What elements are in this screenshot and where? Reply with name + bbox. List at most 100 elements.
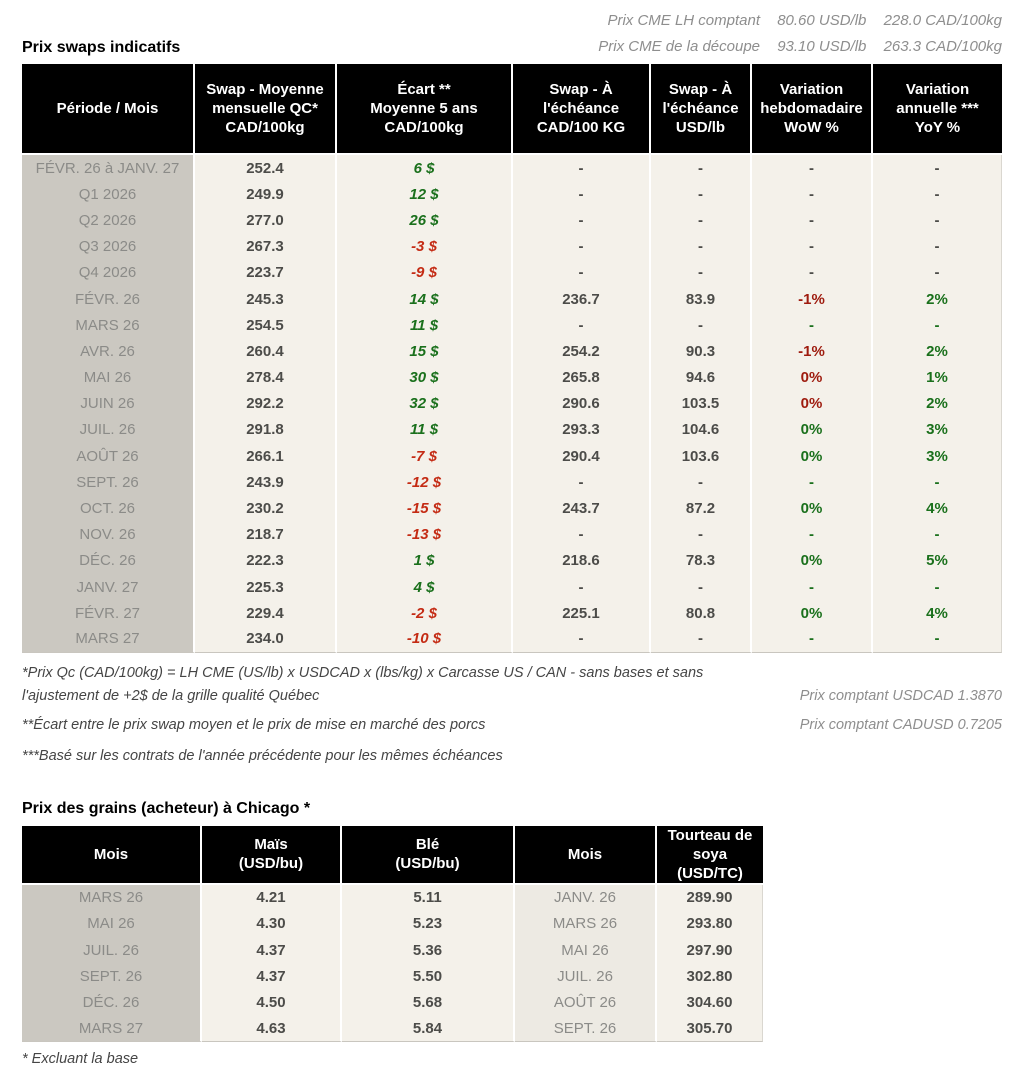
cell-month-b: JANV. 26 — [515, 884, 657, 911]
cell-month-a: MARS 26 — [22, 884, 202, 911]
cell-yoy: - — [873, 233, 1002, 260]
cell-month-b: MAI 26 — [515, 936, 657, 964]
cme-spot-cad-value: 228.0 CAD/100kg — [883, 12, 1002, 29]
cell-ecart: 11 $ — [337, 312, 513, 339]
swaps-header-period: Période / Mois — [22, 64, 195, 155]
cell-swap-avg: 267.3 — [195, 233, 337, 260]
cell-settle-usd: - — [651, 574, 752, 601]
cell-period: FÉVR. 27 — [22, 600, 195, 627]
footnote-base: ***Basé sur les contrats de l'année préc… — [22, 747, 503, 764]
cell-settle-cad: 265.8 — [513, 364, 651, 391]
swaps-table: Période / Mois Swap - Moyenne mensuelle … — [22, 64, 1002, 653]
cell-soymeal: 289.90 — [657, 884, 763, 911]
cell-yoy: 4% — [873, 600, 1002, 627]
cell-wow: - — [752, 521, 873, 548]
swaps-row: OCT. 26 230.2 -15 $243.7 87.2 0% 4% — [22, 495, 1002, 522]
cell-swap-avg: 252.4 — [195, 155, 337, 182]
cme-spot-usd-value: 80.60 USD/lb — [777, 12, 867, 29]
swaps-row: Q4 2026 223.7 -9 $ - - - - — [22, 259, 1002, 286]
cell-yoy: - — [873, 469, 1002, 496]
cell-settle-usd: 94.6 — [651, 364, 752, 391]
cell-yoy: - — [873, 181, 1002, 208]
cell-yoy: 4% — [873, 495, 1002, 522]
swaps-row: AVR. 26 260.4 15 $254.2 90.3 -1% 2% — [22, 338, 1002, 365]
cell-month-a: MAI 26 — [22, 910, 202, 937]
cell-period: Q4 2026 — [22, 259, 195, 286]
cell-settle-cad: - — [513, 233, 651, 260]
swaps-row: FÉVR. 26 à JANV. 27 252.4 6 $ - - - - — [22, 155, 1002, 182]
cell-yoy: - — [873, 155, 1002, 182]
cell-swap-avg: 225.3 — [195, 574, 337, 601]
cell-month-b: MARS 26 — [515, 910, 657, 937]
swaps-row: AOÛT 26 266.1 -7 $290.4 103.6 0% 3% — [22, 443, 1002, 470]
cme-cutout-label: Prix CME de la découpe — [598, 38, 761, 55]
swaps-row: Q3 2026 267.3 -3 $ - - - - — [22, 233, 1002, 260]
cell-settle-usd: 104.6 — [651, 416, 752, 444]
cell-ecart: -12 $ — [337, 469, 513, 496]
swaps-row: MAI 26 278.4 30 $265.8 94.6 0% 1% — [22, 364, 1002, 391]
cell-ecart: 11 $ — [337, 416, 513, 444]
footnote-prix-qc: *Prix Qc (CAD/100kg) = LH CME (US/lb) x … — [22, 664, 704, 704]
cell-settle-cad: 293.3 — [513, 416, 651, 444]
cell-yoy: 2% — [873, 285, 1002, 313]
cell-settle-cad: 290.4 — [513, 443, 651, 470]
footnote-ecart: **Écart entre le prix swap moyen et le p… — [22, 716, 486, 733]
swaps-row: MARS 27 234.0 -10 $ - - - - — [22, 626, 1002, 653]
page-title: Prix swaps indicatifs — [22, 39, 181, 56]
grains-row: SEPT. 26 4.37 5.50 JUIL. 26 302.80 — [22, 963, 763, 990]
cell-wheat: 5.36 — [342, 936, 515, 964]
cell-period: FÉVR. 26 — [22, 285, 195, 313]
fx-usdcad: Prix comptant USDCAD 1.3870 — [799, 687, 1002, 704]
cell-wow: 0% — [752, 390, 873, 417]
cell-settle-cad: 254.2 — [513, 338, 651, 365]
grains-row: MAI 26 4.30 5.23 MARS 26 293.80 — [22, 910, 763, 937]
cell-settle-usd: 78.3 — [651, 547, 752, 574]
cell-settle-usd: 83.9 — [651, 285, 752, 313]
footnote-row-2: **Écart entre le prix swap moyen et le p… — [22, 714, 1002, 737]
fx-cadusd: Prix comptant CADUSD 0.7205 — [799, 716, 1002, 733]
cell-wow: 0% — [752, 547, 873, 574]
cell-ecart: -2 $ — [337, 600, 513, 627]
cell-month-b: AOÛT 26 — [515, 989, 657, 1016]
cell-wheat: 5.50 — [342, 963, 515, 990]
cell-period: Q2 2026 — [22, 207, 195, 234]
cell-ecart: 6 $ — [337, 155, 513, 182]
swaps-header-settle-usd: Swap - À l'échéance USD/lb — [651, 64, 752, 155]
cell-ecart: 30 $ — [337, 364, 513, 391]
cell-settle-usd: 90.3 — [651, 338, 752, 365]
cell-yoy: 1% — [873, 364, 1002, 391]
cell-period: NOV. 26 — [22, 521, 195, 548]
cell-wow: - — [752, 626, 873, 653]
cell-settle-cad: 290.6 — [513, 390, 651, 417]
cell-settle-cad: 218.6 — [513, 547, 651, 574]
cell-settle-cad: - — [513, 155, 651, 182]
cell-swap-avg: 230.2 — [195, 495, 337, 522]
cell-yoy: 3% — [873, 443, 1002, 470]
cell-ecart: 32 $ — [337, 390, 513, 417]
cell-yoy: - — [873, 521, 1002, 548]
cell-period: AVR. 26 — [22, 338, 195, 365]
cell-settle-usd: - — [651, 521, 752, 548]
cell-settle-cad: - — [513, 626, 651, 653]
swaps-row: Q1 2026 249.9 12 $ - - - - — [22, 181, 1002, 208]
cell-swap-avg: 291.8 — [195, 416, 337, 444]
swaps-row: NOV. 26 218.7 -13 $ - - - - — [22, 521, 1002, 548]
swaps-header-ecart: Écart ** Moyenne 5 ans CAD/100kg — [337, 64, 513, 155]
grains-table-body: MARS 26 4.21 5.11 JANV. 26 289.90 MAI 26 4.30 5… — [22, 884, 763, 1042]
cell-wow: -1% — [752, 338, 873, 365]
grains-row: DÉC. 26 4.50 5.68 AOÛT 26 304.60 — [22, 989, 763, 1016]
cell-swap-avg: 229.4 — [195, 600, 337, 627]
footnote-row-1: *Prix Qc (CAD/100kg) = LH CME (US/lb) x … — [22, 662, 1002, 708]
cell-period: Q1 2026 — [22, 181, 195, 208]
cell-settle-cad: - — [513, 181, 651, 208]
cell-corn: 4.21 — [202, 884, 342, 911]
cme-spot-label: Prix CME LH comptant — [607, 12, 761, 29]
cell-settle-cad: - — [513, 521, 651, 548]
cell-swap-avg: 277.0 — [195, 207, 337, 234]
cell-settle-cad: - — [513, 312, 651, 339]
grains-title: Prix des grains (acheteur) à Chicago * — [22, 799, 311, 817]
cell-wow: 0% — [752, 443, 873, 470]
grains-header-soymeal: Tourteau de soya (USD/TC) — [657, 825, 763, 885]
cell-settle-usd: - — [651, 207, 752, 234]
swaps-table-header: Période / Mois Swap - Moyenne mensuelle … — [22, 64, 1002, 155]
